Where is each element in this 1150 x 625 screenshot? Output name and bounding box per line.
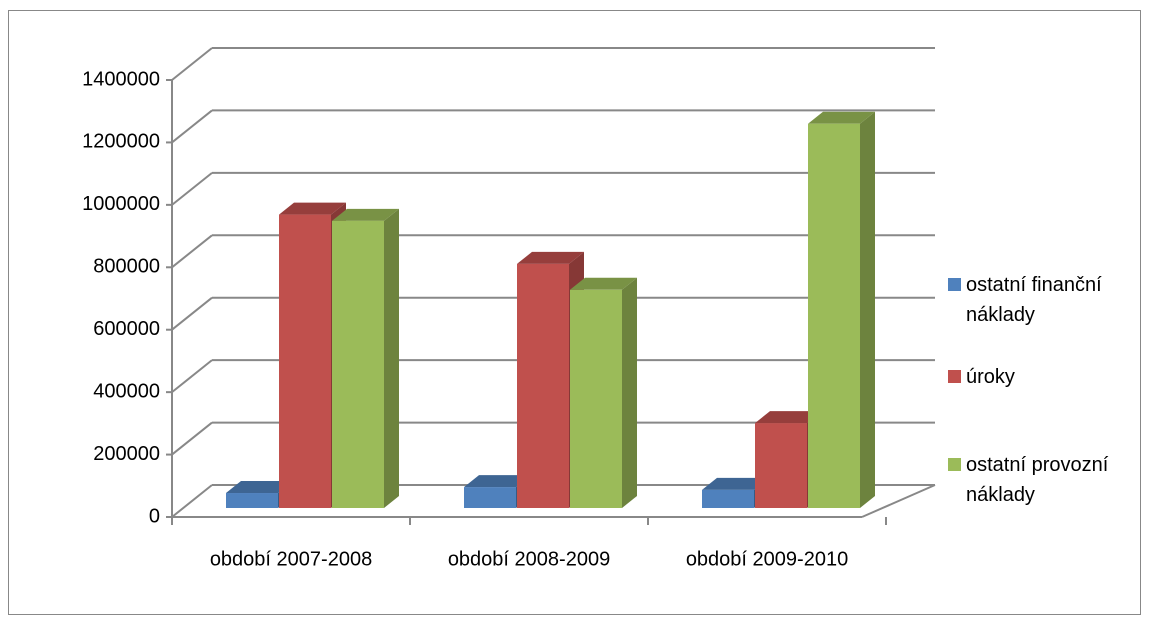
x-tick-label: období 2009-2010 [686, 548, 848, 570]
bar [226, 493, 278, 508]
bar-side [384, 208, 399, 509]
x-tick-label: období 2008-2009 [448, 548, 610, 570]
bar-top [570, 277, 637, 290]
bar-top [279, 202, 346, 215]
bar [570, 289, 622, 508]
legend-swatch [948, 278, 961, 291]
y-tick-label: 0 [149, 505, 160, 527]
legend-swatch [948, 370, 961, 383]
grid-line [171, 234, 213, 269]
bar-top [808, 111, 875, 124]
y-tick-label: 1200000 [82, 131, 160, 153]
bar-side [860, 111, 875, 509]
bar-side [622, 277, 637, 508]
legend-label: ostatní provozní náklady [966, 454, 1109, 506]
bar-top [332, 208, 399, 221]
bar-top [464, 475, 531, 488]
bar [808, 123, 860, 509]
grid-line [171, 47, 213, 81]
bar [702, 489, 754, 508]
grid-line [171, 172, 213, 206]
bar [517, 263, 569, 508]
x-tick-label: období 2007-2008 [210, 548, 372, 570]
chart-border [8, 10, 1141, 615]
legend-label: úroky [966, 366, 1015, 388]
bar-top [755, 411, 822, 424]
floor-side [861, 484, 936, 518]
grid-line [171, 109, 213, 144]
bar-top [702, 477, 769, 490]
y-tick-label: 1400000 [82, 68, 160, 90]
bar [279, 214, 331, 509]
grid-line [171, 484, 213, 518]
grid-line [171, 359, 213, 393]
y-tick-label: 1000000 [82, 193, 160, 215]
bar [332, 220, 384, 509]
bar [464, 487, 516, 508]
grid-line [171, 296, 213, 331]
legend-swatch [948, 458, 961, 471]
y-tick-label: 200000 [93, 443, 160, 465]
bar-top [226, 481, 293, 494]
y-tick-label: 800000 [93, 256, 160, 278]
y-tick-label: 400000 [93, 380, 160, 402]
y-tick-label: 600000 [93, 318, 160, 340]
bar [755, 423, 807, 508]
legend-label: ostatní finanční náklady [966, 274, 1102, 326]
bar-top [517, 251, 584, 264]
grid-line [171, 421, 213, 456]
